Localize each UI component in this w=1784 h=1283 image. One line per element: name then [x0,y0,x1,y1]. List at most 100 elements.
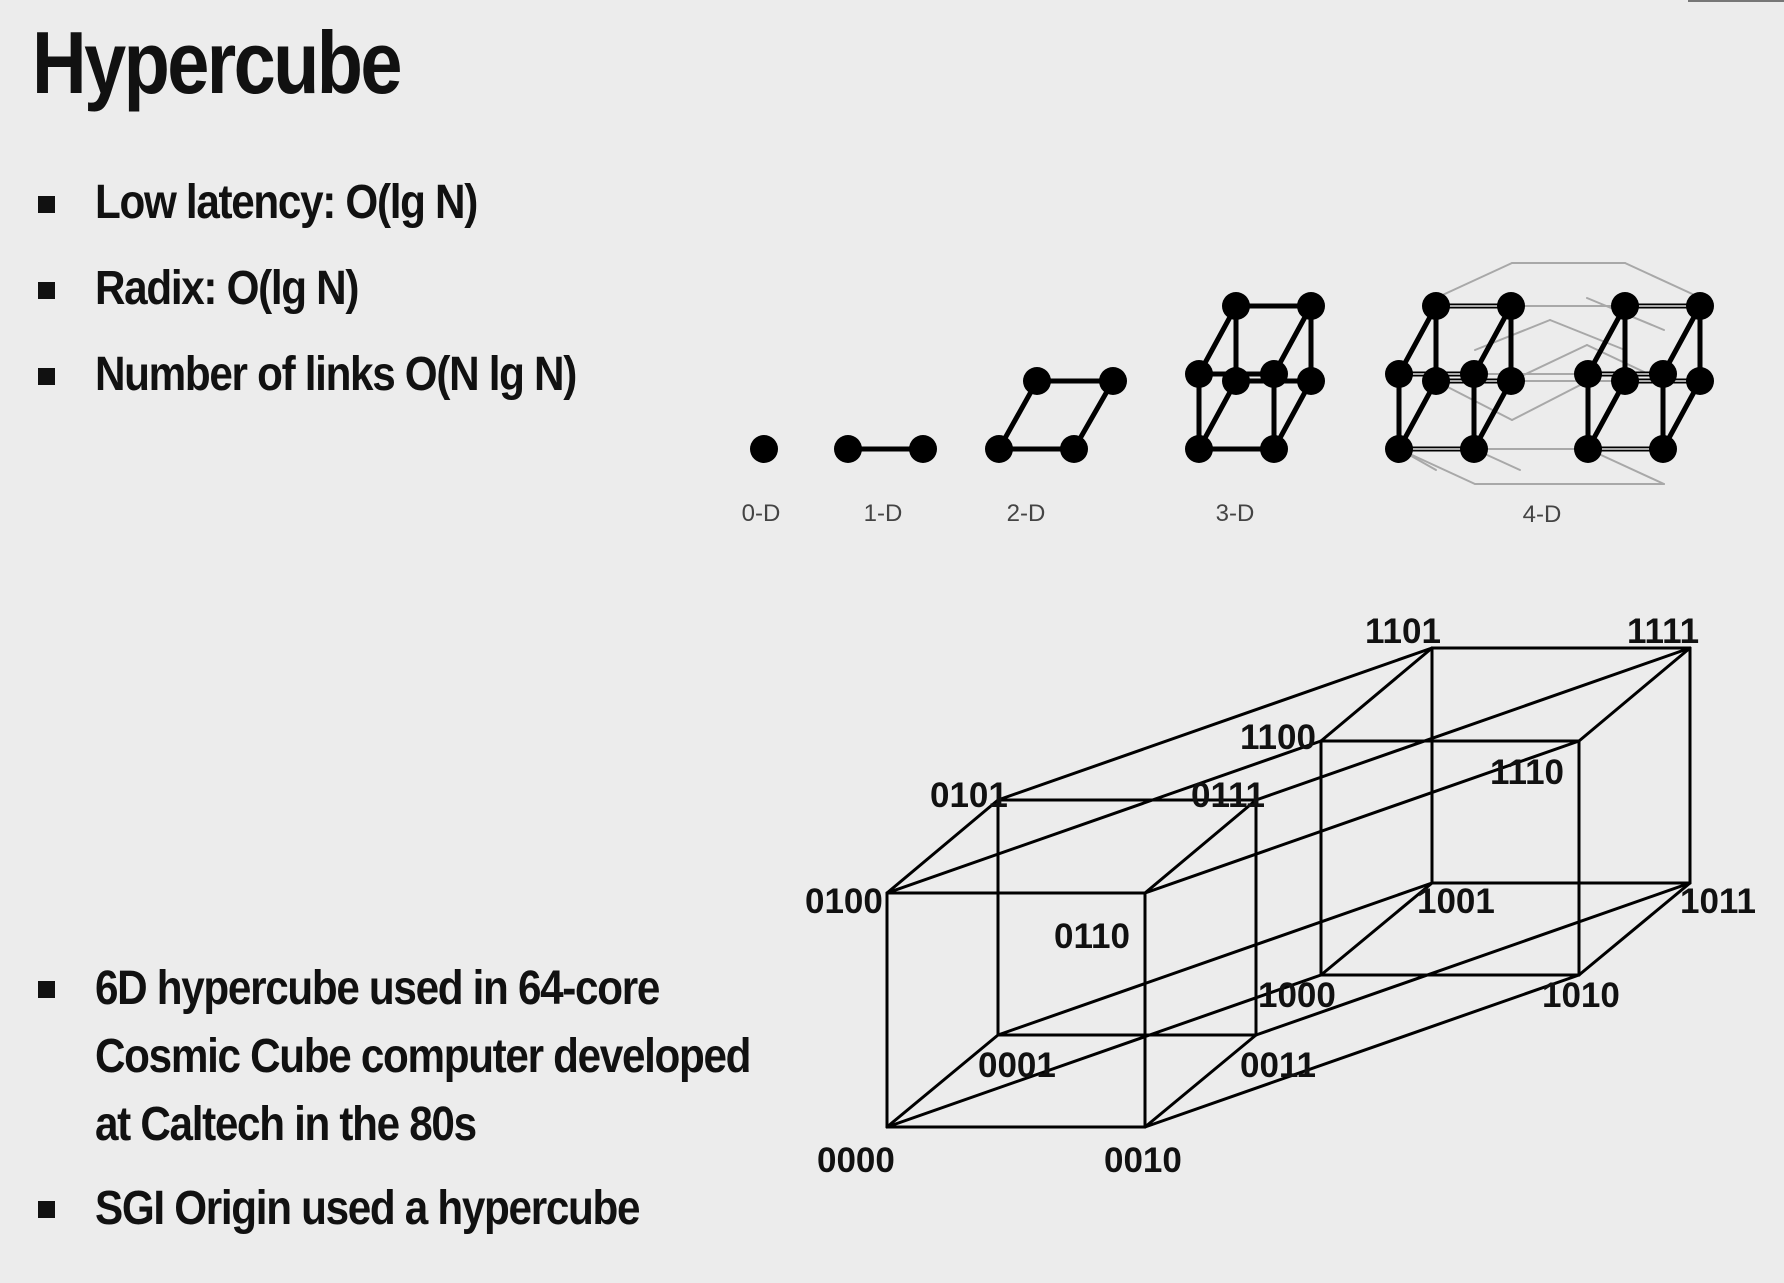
node-dot [909,435,937,463]
node-label-1010: 1010 [1542,976,1620,1015]
node-label-1110: 1110 [1490,753,1564,792]
node-dot [1574,360,1602,388]
top-bullet-list: Low latency: O(lg N) Radix: O(lg N) Numb… [38,175,642,433]
node-dot [1222,367,1250,395]
node-dot [1686,292,1714,320]
hypercube-0d [750,435,778,463]
bullet-text: Low latency: O(lg N) [95,176,478,229]
hypercube-4d-small [1385,262,1714,485]
node-dot [1686,367,1714,395]
node-dot [1649,435,1677,463]
wire-edge-line [885,1033,1000,1129]
wire-edge-line [885,973,1323,1129]
wire-edge-line [1577,881,1692,977]
node-label-0111: 0111 [1191,776,1265,815]
node-dot [1385,360,1413,388]
bullet-line: SGI Origin used a hypercube [95,1182,640,1235]
bullet-cosmic-cube: 6D hypercube used in 64-core Cosmic Cube… [38,955,840,1159]
bullet-sgi-origin: SGI Origin used a hypercube [38,1175,840,1243]
node-dot [1222,292,1250,320]
node-label-0000: 0000 [817,1141,895,1180]
wire-edge-line [1319,881,1434,977]
faint-edge-line [1511,380,1589,421]
label-4d: 4-D [1523,501,1562,528]
node-label-1011: 1011 [1680,882,1756,921]
node-dot [1060,435,1088,463]
bullet-line: Cosmic Cube computer developed [95,1030,751,1083]
node-label-0100: 0100 [805,882,883,921]
node-dot [1422,367,1450,395]
node-dot [834,435,862,463]
node-label-0011: 0011 [1240,1046,1316,1085]
hypercube-2d [985,367,1127,463]
wire-edge-line [885,798,1000,895]
square-bullet-icon [38,282,55,299]
node-dot [1099,367,1127,395]
label-2d: 2-D [1007,500,1046,527]
faint-edge-line [1624,262,1702,299]
bullet-text: Radix: O(lg N) [95,262,359,315]
wire-edge-line [1319,646,1434,743]
node-dot [1297,367,1325,395]
dimension-diagrams: 0-D 1-D 2-D 3-D 4-D [742,262,1714,528]
wire-edge-line [1143,739,1581,895]
top-edge-line [1688,0,1784,2]
faint-edge-line [1549,319,1626,351]
wire-edge-line [1577,646,1692,743]
bottom-bullet-list: 6D hypercube used in 64-core Cosmic Cube… [38,955,840,1243]
wire-edge-line [1143,1033,1258,1129]
bullet-line: at Caltech in the 80s [95,1098,477,1151]
node-dot [1422,292,1450,320]
node-label-0110: 0110 [1054,917,1130,956]
node-label-1101: 1101 [1365,612,1441,651]
node-dot [1574,435,1602,463]
node-label-1001: 1001 [1417,882,1495,921]
square-bullet-icon [38,196,55,213]
node-dot [985,435,1013,463]
node-dot [1023,367,1051,395]
wire-edge-line [1254,881,1692,1037]
node-dot [1185,360,1213,388]
node-label-1000: 1000 [1258,976,1336,1015]
label-0d: 0-D [742,500,781,527]
wire-edge-line [1254,646,1692,802]
node-label-0010: 0010 [1104,1141,1182,1180]
node-dot [750,435,778,463]
node-dot [1297,292,1325,320]
bullet-radix: Radix: O(lg N) [38,261,642,347]
wire-edge-line [996,881,1434,1037]
node-label-1100: 1100 [1240,718,1316,757]
wire-edge-line [885,739,1323,895]
node-dot [1649,360,1677,388]
node-dot [1460,360,1488,388]
bullet-text: Number of links O(N lg N) [95,348,577,401]
hypercube-1d [834,435,937,463]
wire-edge-line [1143,973,1581,1129]
label-3d: 3-D [1216,500,1255,527]
hypercube-node-labels: 0000 0010 0001 0011 0100 0110 0101 0111 … [805,612,1756,1180]
hypercube-3d [1185,292,1325,463]
node-dot [1611,292,1639,320]
node-dot [1185,435,1213,463]
square-bullet-icon [38,1201,55,1218]
bullet-line: 6D hypercube used in 64-core [95,962,660,1015]
node-dot [1497,367,1525,395]
bullet-links: Number of links O(N lg N) [38,347,642,433]
square-bullet-icon [38,981,55,998]
node-dot [1460,435,1488,463]
faint-edge-line [1435,262,1513,299]
label-1d: 1-D [864,500,903,527]
wire-edge-line [996,646,1434,802]
node-dot [1611,367,1639,395]
slide-title: Hypercube [32,13,403,112]
node-dot [1385,435,1413,463]
square-bullet-icon [38,368,55,385]
hypercube-edges [885,646,1692,1129]
node-label-0001: 0001 [978,1046,1056,1085]
node-dot [1260,360,1288,388]
node-dot [1260,435,1288,463]
node-label-0101: 0101 [930,776,1008,815]
node-label-1111: 1111 [1627,612,1699,651]
bullet-latency: Low latency: O(lg N) [38,175,642,261]
